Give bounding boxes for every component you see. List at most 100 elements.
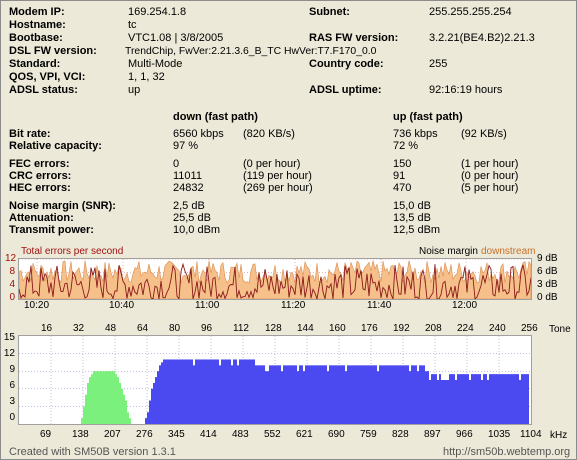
downstream-tone-bar — [233, 359, 235, 424]
khz-tick: 759 — [360, 429, 377, 440]
downstream-tone-bar — [209, 359, 211, 424]
info-value: 255 — [429, 58, 448, 70]
downstream-tone-bar — [387, 365, 389, 424]
downstream-tone-bar — [231, 365, 233, 424]
stat-up-extra: (92 KB/s) — [461, 128, 507, 140]
downstream-tone-bar — [237, 365, 239, 424]
x-time-tick: 11:20 — [281, 300, 306, 311]
downstream-tone-bar — [377, 371, 379, 424]
downstream-tone-bar — [337, 365, 339, 424]
downstream-tone-bar — [299, 365, 301, 424]
khz-tick: 552 — [264, 429, 281, 440]
x-time-tick: 11:40 — [367, 300, 392, 311]
tone-tick: 256 — [521, 323, 538, 334]
downstream-tone-bar — [293, 365, 295, 424]
tone-tick: 16 — [41, 323, 53, 334]
downstream-tone-bar — [369, 365, 371, 424]
upstream-tone-bar — [87, 382, 89, 424]
info-label: ADSL uptime: — [309, 84, 382, 96]
downstream-tone-bar — [219, 365, 221, 424]
stat-down-extra: (0 per hour) — [243, 158, 301, 170]
info-value: 255.255.255.254 — [429, 6, 512, 18]
y-right-tick: 9 dB — [537, 253, 558, 264]
upstream-tone-bar — [121, 388, 123, 424]
downstream-tone-bar — [491, 374, 493, 424]
footer-url: http://sm50b.webtemp.org — [443, 446, 571, 458]
upstream-tone-bar — [129, 418, 131, 424]
downstream-tone-bar — [321, 365, 323, 424]
downstream-tone-bar — [455, 380, 457, 424]
tone-tick: 208 — [425, 323, 442, 334]
noise-margin-area — [18, 260, 532, 300]
upstream-tone-bar — [105, 371, 107, 424]
upstream-tone-bar — [81, 418, 83, 424]
downstream-tone-bar — [379, 365, 381, 424]
downstream-tone-bar — [189, 359, 191, 424]
downstream-tone-bar — [389, 365, 391, 424]
y-bits-tick: 9 — [9, 364, 15, 375]
errors-legend-label: Total errors per second — [21, 246, 124, 257]
info-label: QOS, VPI, VCI: — [9, 71, 86, 83]
stat-up-value: 13,5 dB — [393, 212, 431, 224]
downstream-tone-bar — [483, 374, 485, 424]
downstream-tone-bar — [291, 365, 293, 424]
downstream-tone-bar — [191, 359, 193, 424]
up-header: up (fast path) — [393, 111, 463, 123]
downstream-tone-bar — [171, 359, 173, 424]
downstream-tone-bar — [457, 374, 459, 424]
downstream-tone-bar — [475, 374, 477, 424]
downstream-tone-bar — [149, 400, 151, 424]
stat-down-value: 0 — [173, 158, 180, 170]
downstream-tone-bar — [511, 374, 513, 424]
info-value: 3.2.21(BE4.B2)2.21.3 — [429, 32, 535, 44]
upstream-tone-bar — [99, 371, 101, 424]
downstream-tone-bar — [347, 365, 349, 424]
downstream-tone-bar — [175, 359, 177, 424]
downstream-tone-bar — [223, 359, 225, 424]
downstream-tone-bar — [221, 359, 223, 424]
downstream-tone-bar — [521, 374, 523, 424]
downstream-tone-bar — [241, 359, 243, 424]
downstream-tone-bar — [391, 365, 393, 424]
downstream-tone-bar — [217, 359, 219, 424]
downstream-tone-bar — [413, 365, 415, 424]
stat-down-value: 97 % — [173, 140, 199, 152]
stat-down-value: 2,5 dB — [173, 200, 205, 212]
downstream-tone-bar — [481, 380, 483, 424]
info-label: Subnet: — [309, 6, 350, 18]
downstream-tone-bar — [515, 374, 517, 424]
downstream-tone-bar — [301, 365, 303, 424]
tone-tick: 160 — [329, 323, 346, 334]
downstream-tone-bar — [467, 374, 469, 424]
stat-up-extra: (1 per hour) — [461, 158, 519, 170]
downstream-tone-bar — [411, 365, 413, 424]
downstream-tone-bar — [357, 365, 359, 424]
stat-up-value: 736 kbps — [393, 128, 438, 140]
khz-tick: 1104 — [520, 429, 542, 440]
downstream-tone-bar — [273, 365, 275, 424]
downstream-tone-bar — [471, 374, 473, 424]
bit-loading-svg — [19, 336, 531, 424]
stat-down-extra: (119 per hour) — [243, 170, 312, 182]
downstream-tone-bar — [427, 371, 429, 424]
downstream-tone-bar — [325, 365, 327, 424]
downstream-tone-bar — [263, 365, 265, 424]
y-bits-tick: 15 — [3, 332, 15, 343]
downstream-tone-bar — [309, 365, 311, 424]
downstream-tone-bar — [499, 374, 501, 424]
x-time-tick: 11:00 — [195, 300, 220, 311]
info-label: RAS FW version: — [309, 32, 399, 44]
y-bits-tick: 12 — [3, 348, 15, 359]
y-bits-tick: 0 — [9, 412, 15, 423]
downstream-tone-bar — [435, 374, 437, 424]
downstream-tone-bar — [431, 374, 433, 424]
stat-down-extra: (269 per hour) — [243, 182, 313, 194]
khz-tick: 138 — [72, 429, 89, 440]
upstream-tone-bar — [127, 412, 129, 424]
downstream-legend-label: downstream — [481, 246, 536, 257]
info-value: up — [128, 84, 141, 96]
downstream-tone-bar — [393, 365, 395, 424]
downstream-tone-bar — [355, 365, 357, 424]
stat-down-extra: (820 KB/s) — [243, 128, 295, 140]
downstream-tone-bar — [281, 371, 283, 424]
